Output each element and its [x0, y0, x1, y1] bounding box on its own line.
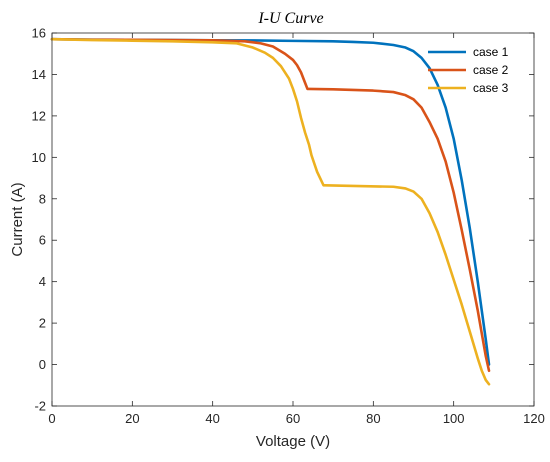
y-tick-label: 6: [39, 233, 46, 248]
x-tick-label: 120: [523, 411, 545, 426]
y-tick-label: 16: [32, 26, 46, 41]
legend: case 1 case 2 case 3: [428, 45, 509, 95]
x-tick-label: 40: [205, 411, 219, 426]
series-line-3: [50, 37, 491, 386]
y-tick-label: 4: [39, 274, 46, 289]
x-tick-label: 20: [125, 411, 139, 426]
y-tick-label: -2: [34, 399, 46, 414]
plot-area: [52, 33, 534, 406]
y-tick-label: 10: [32, 150, 46, 165]
x-tick-label: 80: [366, 411, 380, 426]
y-tick-label: 14: [32, 67, 46, 82]
series-layer: [50, 37, 491, 386]
series-line-2: [50, 37, 491, 373]
x-tick-label: 100: [443, 411, 465, 426]
legend-label-1: case 1: [473, 45, 509, 59]
y-tick-label: 2: [39, 316, 46, 331]
chart-title: I-U Curve: [257, 10, 323, 27]
x-tick-label: 0: [48, 411, 55, 426]
legend-label-2: case 2: [473, 63, 509, 77]
legend-label-3: case 3: [473, 81, 509, 95]
y-tick-label: 8: [39, 191, 46, 206]
y-axis-label: Current (A): [9, 182, 26, 256]
y-tick-label: 12: [32, 108, 46, 123]
y-tick-label: 0: [39, 357, 46, 372]
x-axis-label: Voltage (V): [256, 433, 330, 450]
x-tick-label: 60: [286, 411, 300, 426]
